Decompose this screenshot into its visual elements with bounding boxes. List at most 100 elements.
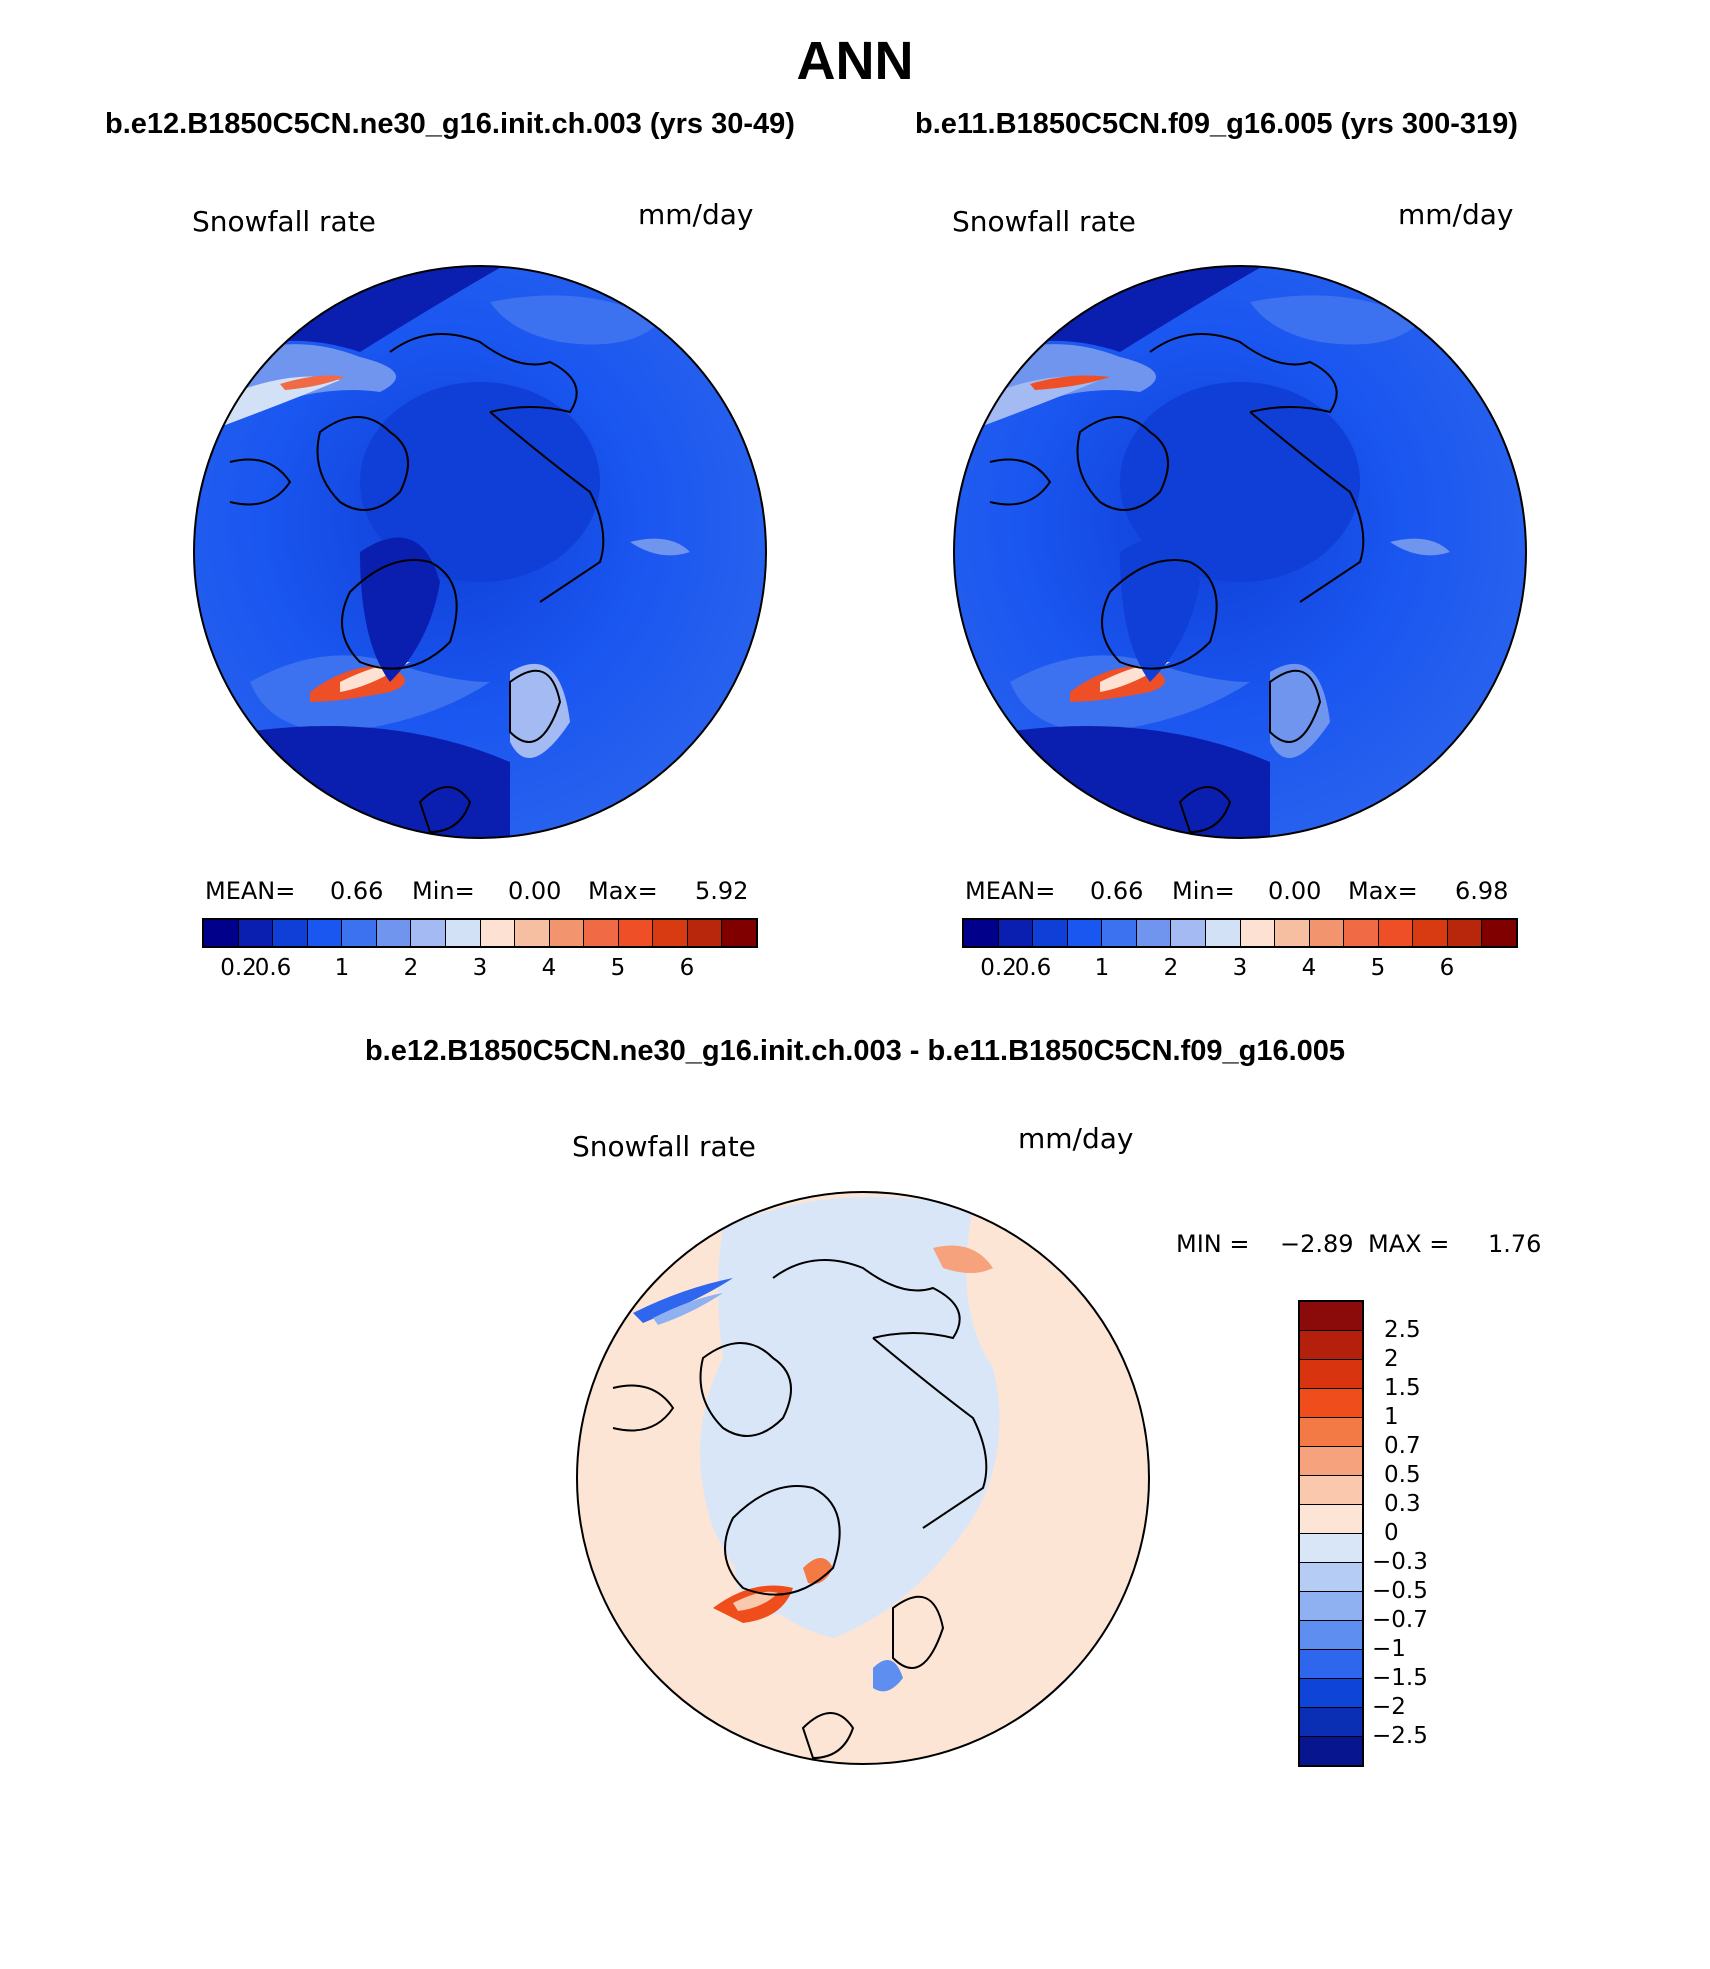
diff-colorbar-tick-label: 0.3 — [1384, 1491, 1421, 1517]
right-colorbar-ticks: 0.2 0.6 1 2 3 4 5 6 — [962, 955, 1518, 985]
right-units-label: mm/day — [1398, 198, 1514, 231]
diff-colorbar-tick-label: 0 — [1384, 1520, 1399, 1546]
diff-variable-label: Snowfall rate — [572, 1130, 756, 1163]
right-colorbar-swatch — [1275, 920, 1310, 946]
right-colorbar-swatch — [1136, 920, 1172, 946]
diff-colorbar-swatch — [1300, 1679, 1362, 1708]
left-colorbar-swatch — [445, 920, 481, 946]
left-max-value: 5.92 — [695, 877, 749, 905]
diff-max-label: MAX = — [1368, 1230, 1450, 1258]
left-units-label: mm/day — [638, 198, 754, 231]
diff-colorbar-swatch — [1300, 1708, 1362, 1737]
right-colorbar-swatch — [1102, 920, 1137, 946]
left-mean-label: MEAN= — [205, 877, 296, 905]
diff-colorbar-tick-label: −0.3 — [1372, 1549, 1428, 1575]
diff-colorbar-tick-label: 2 — [1384, 1346, 1399, 1372]
diff-colorbar-tick-label: −2.5 — [1372, 1723, 1428, 1749]
diff-colorbar-swatch — [1300, 1650, 1362, 1679]
right-run-title: b.e11.B1850C5CN.f09_g16.005 (yrs 300-319… — [915, 108, 1518, 140]
left-colorbar-swatch — [480, 920, 516, 946]
left-max-label: Max= — [588, 877, 658, 905]
right-colorbar-swatch — [1344, 920, 1379, 946]
right-colorbar-tick-label: 4 — [1301, 955, 1317, 981]
right-colorbar-tick-label: 0.6 — [1014, 955, 1052, 981]
left-colorbar — [202, 918, 758, 948]
right-variable-label: Snowfall rate — [952, 205, 1136, 238]
right-colorbar-swatch — [1378, 920, 1414, 946]
diff-colorbar-tick-label: 1 — [1384, 1404, 1399, 1430]
left-variable-label: Snowfall rate — [192, 205, 376, 238]
right-max-label: Max= — [1348, 877, 1418, 905]
left-colorbar-swatch — [307, 920, 343, 946]
diff-colorbar-swatch — [1300, 1331, 1362, 1360]
right-colorbar-swatch — [1067, 920, 1103, 946]
left-colorbar-swatch — [584, 920, 619, 946]
diff-colorbar-swatch — [1300, 1389, 1362, 1418]
left-colorbar-swatch — [687, 920, 723, 946]
left-min-label: Min= — [412, 877, 475, 905]
diff-colorbar-swatch — [1300, 1418, 1362, 1447]
right-colorbar-tick-label: 0.2 — [980, 955, 1017, 981]
diff-colorbar-swatch — [1300, 1360, 1362, 1389]
difference-colorbar-ticks: 2.5 2 1.5 1 0.7 0.5 0.3 0 −0.3 −0.5 −0.7 −1 −1.5 −2 −2… — [1372, 1300, 1472, 1764]
diff-colorbar-tick-label: −1 — [1372, 1636, 1406, 1662]
diff-units-label: mm/day — [1018, 1122, 1134, 1155]
difference-title: b.e12.B1850C5CN.ne30_g16.init.ch.003 - b… — [364, 1035, 1346, 1067]
diff-colorbar-swatch — [1300, 1563, 1362, 1592]
left-colorbar-tick-label: 4 — [541, 955, 557, 981]
diff-colorbar-tick-label: −2 — [1372, 1694, 1406, 1720]
diff-min-label: MIN = — [1176, 1230, 1250, 1258]
difference-colorbar — [1298, 1300, 1364, 1767]
right-colorbar-tick-label: 3 — [1232, 955, 1248, 981]
right-mean-value: 0.66 — [1090, 877, 1144, 905]
left-colorbar-swatch — [653, 920, 688, 946]
left-colorbar-ticks: 0.2 0.6 1 2 3 4 5 6 — [202, 955, 758, 985]
left-run-title: b.e12.B1850C5CN.ne30_g16.init.ch.003 (yr… — [105, 108, 795, 140]
right-colorbar-swatch — [1205, 920, 1241, 946]
right-colorbar-tick-label: 6 — [1439, 955, 1455, 981]
left-min-value: 0.00 — [508, 877, 562, 905]
right-colorbar-tick-label: 1 — [1094, 955, 1110, 981]
right-colorbar-swatch — [964, 920, 999, 946]
left-mean-value: 0.66 — [330, 877, 384, 905]
right-colorbar-swatch — [998, 920, 1034, 946]
right-colorbar-swatch — [1413, 920, 1448, 946]
left-colorbar-swatch — [238, 920, 274, 946]
diff-colorbar-swatch — [1300, 1302, 1362, 1331]
right-colorbar — [962, 918, 1518, 948]
left-colorbar-swatch — [204, 920, 239, 946]
left-colorbar-swatch — [376, 920, 412, 946]
left-colorbar-swatch — [411, 920, 446, 946]
right-colorbar-swatch — [1171, 920, 1206, 946]
left-colorbar-tick-label: 3 — [472, 955, 488, 981]
diff-colorbar-swatch — [1300, 1476, 1362, 1505]
diff-colorbar-tick-label: 1.5 — [1384, 1375, 1421, 1401]
left-colorbar-swatch — [273, 920, 308, 946]
right-colorbar-swatch — [1240, 920, 1276, 946]
diff-colorbar-tick-label: 2.5 — [1384, 1317, 1421, 1343]
diff-min-value: −2.89 — [1280, 1230, 1354, 1258]
right-min-label: Min= — [1172, 877, 1235, 905]
left-colorbar-tick-label: 0.2 — [220, 955, 257, 981]
diff-colorbar-swatch — [1300, 1447, 1362, 1476]
right-colorbar-tick-label: 5 — [1370, 955, 1386, 981]
right-colorbar-swatch — [1309, 920, 1345, 946]
right-min-value: 0.00 — [1268, 877, 1322, 905]
diff-colorbar-tick-label: −0.7 — [1372, 1607, 1428, 1633]
diff-colorbar-swatch — [1300, 1534, 1362, 1563]
right-colorbar-swatch — [1033, 920, 1068, 946]
right-max-value: 6.98 — [1455, 877, 1509, 905]
right-colorbar-swatch — [1482, 920, 1516, 946]
figure-title: ANN — [796, 31, 914, 91]
left-colorbar-tick-label: 2 — [403, 955, 419, 981]
left-colorbar-swatch — [722, 920, 756, 946]
diff-colorbar-tick-label: −0.5 — [1372, 1578, 1428, 1604]
left-polar-map — [193, 265, 767, 839]
diff-colorbar-swatch — [1300, 1737, 1362, 1765]
right-colorbar-swatch — [1447, 920, 1483, 946]
left-colorbar-swatch — [515, 920, 550, 946]
diff-colorbar-tick-label: −1.5 — [1372, 1665, 1428, 1691]
right-polar-map — [953, 265, 1527, 839]
diff-colorbar-tick-label: 0.5 — [1384, 1462, 1421, 1488]
diff-colorbar-swatch — [1300, 1592, 1362, 1621]
